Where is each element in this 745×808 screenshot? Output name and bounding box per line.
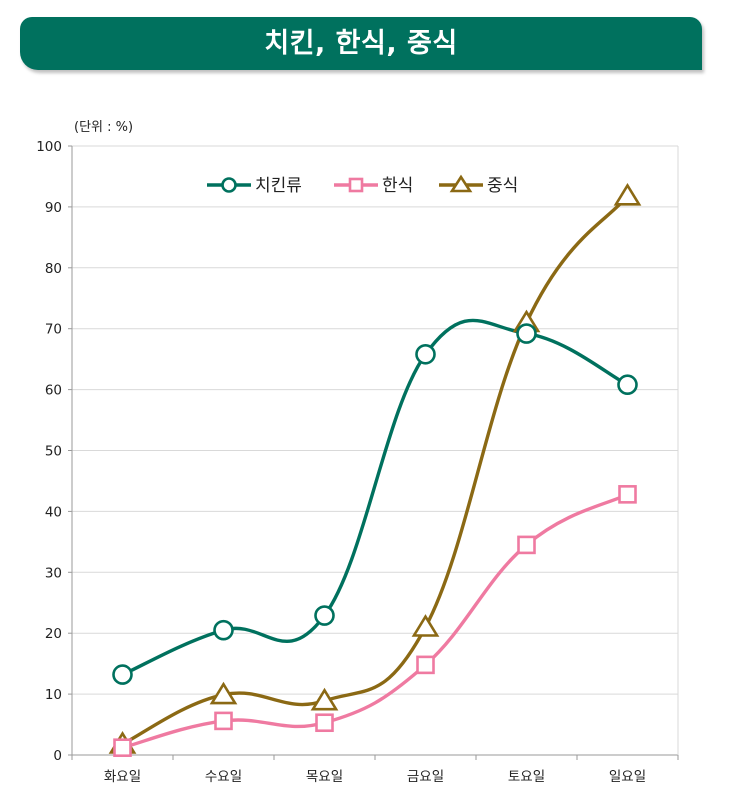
x-tick-label: 화요일 (104, 769, 141, 785)
circle-marker (112, 664, 133, 685)
square-marker (416, 655, 435, 675)
x-tick-label: 목요일 (306, 769, 343, 785)
y-tick-label: 0 (53, 748, 62, 764)
circle-marker (415, 343, 436, 365)
y-tick-label: 70 (45, 322, 62, 338)
series-line-circle (120, 318, 630, 677)
y-tick-label: 60 (45, 383, 62, 399)
legend-item: 치킨류 (207, 176, 302, 196)
y-tick-label: 100 (36, 139, 62, 155)
y-tick-label: 20 (45, 626, 62, 642)
y-tick-label: 80 (45, 261, 62, 277)
legend-label: 중식 (487, 176, 518, 196)
y-tick-label: 90 (45, 200, 62, 216)
triangle-marker (209, 681, 238, 705)
y-tick-label: 40 (45, 504, 62, 520)
legend: 치킨류 한식 중식 (207, 174, 518, 196)
series-line-square (120, 492, 630, 750)
triangle-marker (310, 687, 339, 711)
x-tick-label: 수요일 (205, 769, 242, 785)
legend-square-marker (348, 177, 364, 193)
y-tick-label: 30 (45, 565, 62, 581)
legend-item: 중식 (439, 174, 518, 196)
triangle-marker (613, 182, 642, 206)
square-marker (618, 485, 637, 504)
legend-triangle-marker (449, 174, 473, 193)
square-marker (517, 535, 536, 555)
circle-marker (516, 323, 537, 344)
circle-marker (314, 605, 335, 626)
square-marker (214, 711, 233, 731)
series-line-triangle (120, 194, 630, 746)
y-tick-label: 50 (45, 444, 62, 460)
circle-marker (213, 619, 234, 641)
page-title: 치킨, 한식, 중식 (264, 28, 458, 59)
series-markers (108, 182, 642, 757)
circle-marker (617, 374, 638, 396)
x-tick-label: 일요일 (609, 769, 646, 785)
gridlines (72, 145, 678, 695)
legend-circle-marker (221, 177, 237, 193)
title-banner: 치킨, 한식, 중식 (20, 17, 702, 70)
legend-label: 한식 (382, 176, 413, 196)
y-tick-label: 10 (45, 687, 62, 703)
x-tick-label: 금요일 (407, 769, 444, 785)
unit-label: (단위 : %) (74, 120, 133, 135)
x-tick-label: 토요일 (508, 769, 545, 785)
legend-item: 한식 (334, 176, 413, 196)
square-marker (113, 738, 132, 757)
x-axis-ticks: 화요일 수요일 목요일 금요일 토요일 일요일 (71, 755, 679, 785)
series-lines (120, 194, 630, 750)
triangle-marker (411, 614, 440, 637)
legend-label: 치킨류 (255, 176, 302, 196)
square-marker (315, 713, 334, 733)
y-axis-ticks: 0 10 20 30 40 50 60 70 80 90 100 (36, 139, 72, 764)
